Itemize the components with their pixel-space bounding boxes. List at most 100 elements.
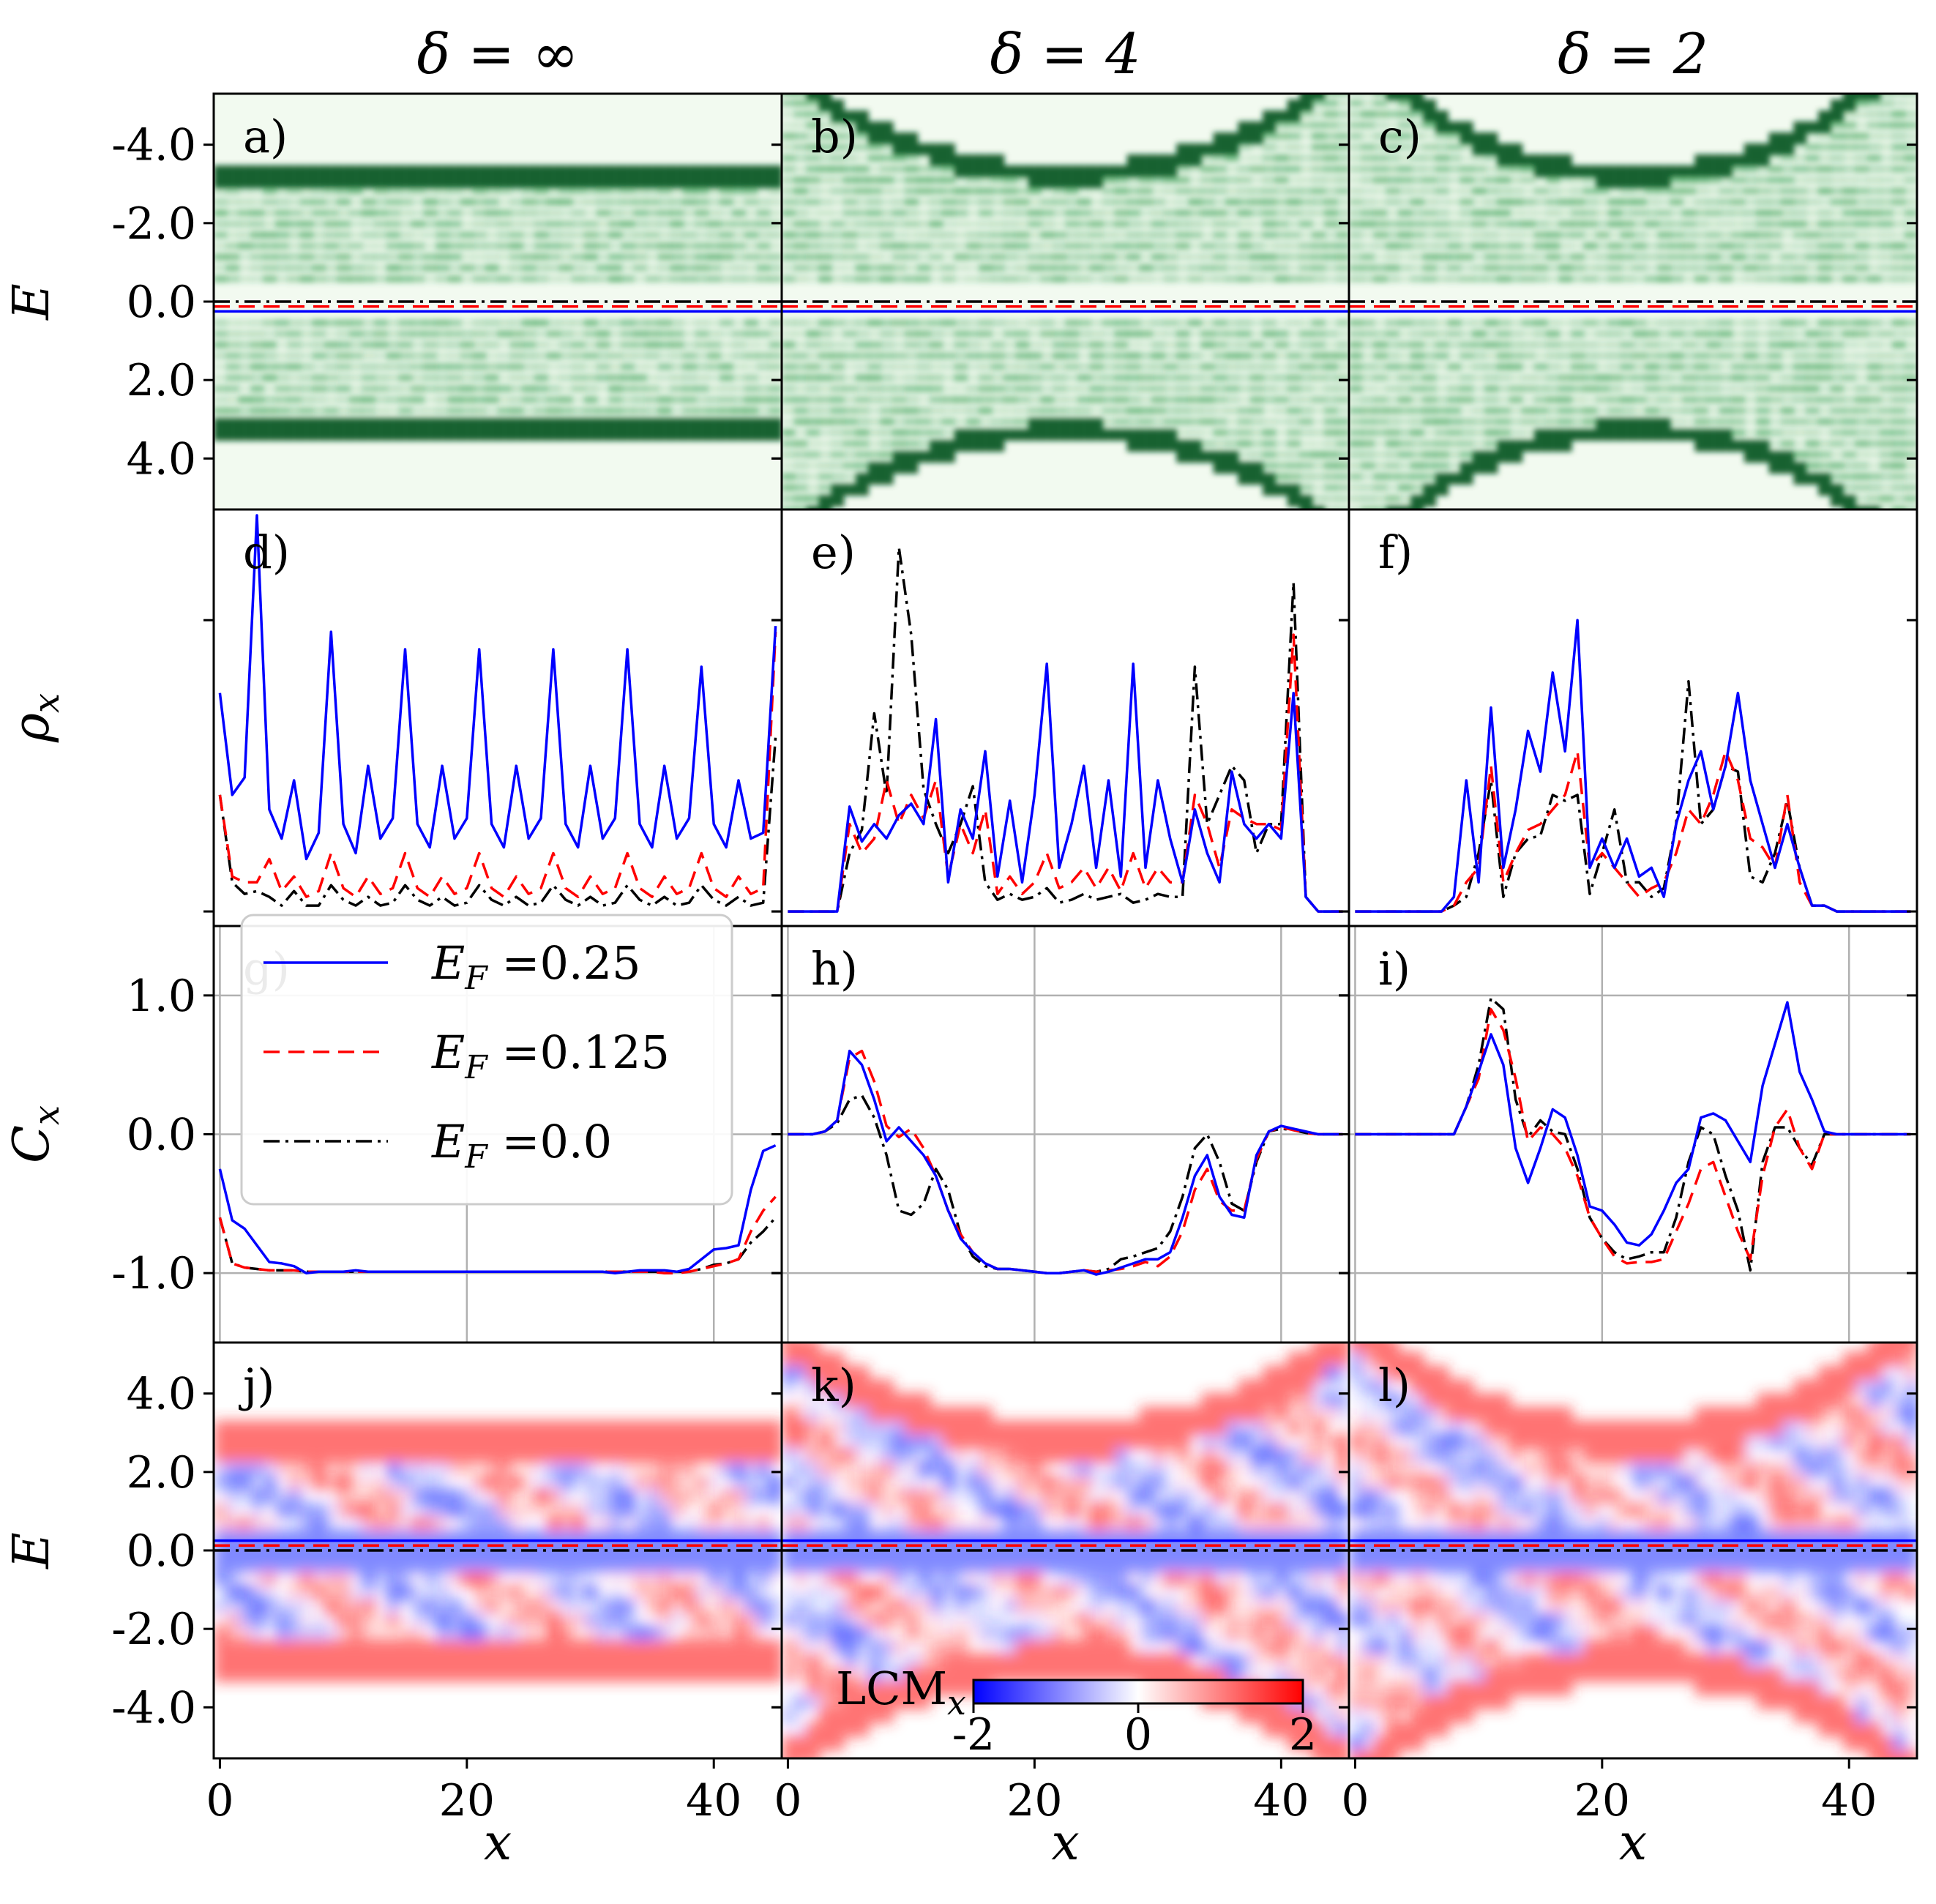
dos-cell [1028, 231, 1042, 239]
dos-cell [300, 319, 313, 327]
lcm-cell [782, 1709, 796, 1724]
dos-cell [1892, 341, 1906, 349]
dos-cell [324, 319, 338, 327]
dos-cell [1892, 462, 1906, 470]
dos-cell [1410, 506, 1424, 509]
lcm-cell [312, 1640, 326, 1655]
lcm-cell [843, 1502, 858, 1517]
dos-cell [1497, 231, 1511, 239]
dos-cell [1806, 187, 1820, 195]
dos-cell [1743, 440, 1757, 452]
lcm-cell [818, 1654, 833, 1669]
lcm-cell [683, 1447, 697, 1463]
lcm-cell [386, 1488, 401, 1504]
dos-cell [1719, 253, 1733, 261]
dos-cell [509, 264, 523, 272]
lcm-cell [559, 1626, 574, 1641]
dos-cell [818, 319, 832, 327]
dos-cell [1596, 209, 1610, 217]
dos-cell [1497, 451, 1511, 463]
dos-cell [892, 264, 906, 272]
lcm-cell [324, 1420, 339, 1436]
dos-cell [275, 198, 289, 206]
dos-cell [1398, 385, 1412, 393]
dos-cell [1373, 110, 1387, 118]
lcm-cell [633, 1502, 648, 1517]
lcm-cell [806, 1530, 821, 1545]
lcm-cell [621, 1488, 635, 1504]
dos-cell [337, 198, 351, 206]
dos-cell [1188, 341, 1202, 349]
lcm-cell [225, 1599, 240, 1614]
dos-cell [769, 319, 782, 327]
dos-cell [670, 341, 684, 349]
dos-cell [646, 363, 659, 371]
dos-cell [1139, 330, 1153, 338]
dos-cell [1571, 330, 1585, 338]
lcm-cell [349, 1530, 364, 1545]
dos-cell [1250, 220, 1264, 228]
dos-cell [411, 418, 425, 430]
lcm-cell [572, 1420, 586, 1436]
lcm-cell [288, 1599, 302, 1614]
dos-cell [1164, 352, 1178, 360]
dos-cell [979, 154, 993, 166]
dos-cell [917, 231, 931, 239]
dos-cell [1460, 385, 1473, 393]
dos-cell [399, 275, 412, 283]
dos-cell [1151, 165, 1165, 177]
dos-cell [856, 341, 869, 349]
dos-cell [1090, 407, 1104, 415]
dos-cell [1374, 67, 1387, 78]
dos-cell [1324, 330, 1338, 338]
dos-cell [991, 275, 1005, 283]
dos-cell [1151, 264, 1165, 272]
dos-cell [1299, 484, 1313, 492]
dos-cell [806, 154, 820, 162]
dos-cell [806, 231, 820, 239]
dos-cell [1855, 110, 1869, 118]
dos-cell [312, 176, 326, 188]
dos-cell [225, 176, 239, 188]
dos-cell [349, 319, 363, 327]
dos-cell [1657, 187, 1671, 195]
dos-cell [1818, 110, 1831, 122]
dos-cell [1842, 132, 1856, 140]
dos-cell [596, 242, 610, 250]
dos-cell [509, 275, 523, 283]
dos-cell [670, 275, 684, 283]
dos-cell [1830, 341, 1844, 349]
dos-cell [436, 385, 449, 393]
lcm-cell [892, 1585, 907, 1600]
dos-cell [1880, 198, 1894, 206]
dos-cell [695, 418, 709, 430]
panel-i [1349, 926, 1917, 1343]
dos-cell [1633, 418, 1646, 430]
dos-cell [1188, 330, 1202, 338]
dos-cell [1361, 528, 1375, 540]
dos-cell [411, 220, 425, 228]
dos-cell [782, 473, 795, 481]
dos-cell [436, 429, 449, 441]
dos-cell [572, 165, 586, 177]
lcm-cell [732, 1447, 747, 1463]
lcm-cell [362, 1557, 376, 1572]
dos-cell [744, 319, 758, 327]
dos-cell [818, 363, 832, 371]
dos-cell [1213, 352, 1227, 360]
lcm-cell [867, 1461, 882, 1476]
dos-cell [608, 363, 622, 371]
dos-cell [448, 374, 462, 382]
dos-cell [1522, 341, 1536, 349]
dos-cell [769, 176, 782, 188]
dos-cell [572, 429, 586, 441]
dos-cell [942, 154, 955, 166]
lcm-cell [856, 1599, 870, 1614]
dos-cell [1312, 495, 1326, 503]
dos-cell [769, 165, 782, 177]
dos-cell [1484, 132, 1498, 144]
lcm-cell [867, 1530, 882, 1545]
dos-cell [942, 385, 955, 393]
dos-cell [1768, 330, 1782, 338]
dos-cell [658, 165, 672, 177]
